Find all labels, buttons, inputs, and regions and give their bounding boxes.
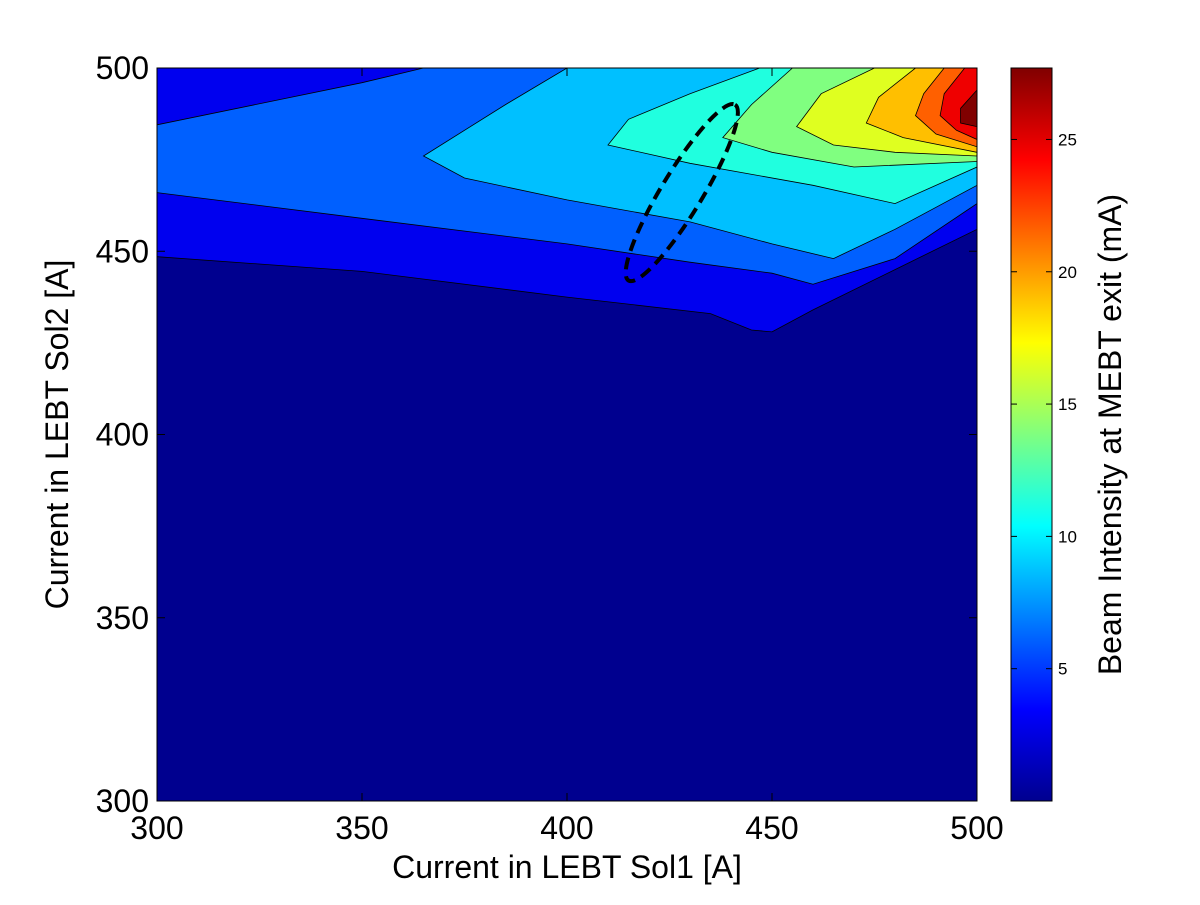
contour-fill-layer	[157, 68, 977, 801]
x-axis-label: Current in LEBT Sol1 [A]	[392, 849, 742, 885]
contour-line-layer	[157, 68, 977, 333]
colorbar-tick-label: 5	[1058, 660, 1067, 679]
colorbar-ticks: 5 10 15 20 25	[1011, 130, 1077, 679]
contour-region-level-10	[960, 68, 977, 127]
y-axis-ticks: 300 350 400 450 500	[96, 50, 977, 819]
y-tick-label: 500	[96, 50, 149, 86]
y-tick-label: 450	[96, 233, 149, 269]
x-tick-label: 350	[335, 810, 388, 846]
contour-line-0	[157, 228, 977, 333]
dashed-ellipse-annotation	[623, 102, 740, 284]
colorbar-tick-label: 20	[1058, 263, 1077, 282]
contour-line-7	[865, 68, 977, 153]
contour-region-topleft-pocket	[157, 68, 424, 125]
y-tick-label: 400	[96, 417, 149, 453]
contour-line-4	[607, 68, 977, 205]
colorbar-frame	[1010, 67, 1053, 802]
colorbar-tick-label: 10	[1058, 527, 1077, 546]
x-tick-label: 500	[950, 810, 1003, 846]
y-axis-label: Current in LEBT Sol2 [A]	[39, 260, 75, 610]
colorbar-tick-label: 25	[1058, 130, 1077, 149]
x-axis-ticks: 300 350 400 450 500	[130, 68, 1004, 846]
contour-line-2	[157, 68, 424, 126]
x-tick-label: 400	[540, 810, 593, 846]
contour-line-9	[939, 68, 977, 140]
y-tick-label: 300	[96, 783, 149, 819]
annotation-layer	[623, 102, 740, 284]
contour-line-10	[960, 89, 977, 127]
y-tick-label: 350	[96, 600, 149, 636]
contour-line-3	[422, 68, 977, 260]
contour-line-5	[722, 68, 977, 168]
contour-line-1	[157, 192, 977, 285]
contour-line-8	[915, 68, 977, 148]
x-tick-label: 450	[745, 810, 798, 846]
colorbar	[1011, 68, 1052, 801]
x-tick-label: 300	[130, 810, 183, 846]
contour-line-6	[795, 68, 977, 157]
colorbar-label: Beam Intensity at MEBT exit (mA)	[1092, 194, 1128, 675]
colorbar-tick-label: 15	[1058, 395, 1077, 414]
